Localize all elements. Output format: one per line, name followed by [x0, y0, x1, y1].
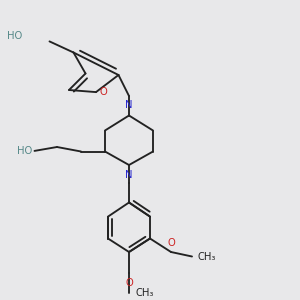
Text: N: N [125, 170, 133, 180]
Text: HO: HO [7, 31, 22, 41]
Text: O: O [99, 87, 107, 97]
Text: N: N [125, 100, 133, 110]
Text: HO: HO [17, 146, 32, 156]
Text: CH₃: CH₃ [135, 287, 153, 298]
Text: CH₃: CH₃ [198, 251, 216, 262]
Text: O: O [125, 278, 133, 287]
Text: O: O [167, 238, 175, 248]
